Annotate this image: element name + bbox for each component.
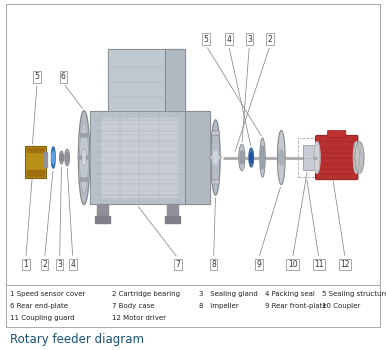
Text: 9 Rear front-plate: 9 Rear front-plate (265, 303, 327, 309)
Polygon shape (240, 151, 244, 164)
Text: 1 Speed sensor cover: 1 Speed sensor cover (10, 292, 85, 298)
Polygon shape (81, 149, 87, 166)
Circle shape (216, 181, 218, 183)
Text: 2: 2 (267, 35, 273, 44)
Text: 6 Rear end-plate: 6 Rear end-plate (10, 303, 68, 309)
Circle shape (84, 178, 88, 182)
Circle shape (213, 132, 215, 134)
Polygon shape (249, 148, 254, 167)
Circle shape (217, 155, 221, 160)
Circle shape (212, 180, 216, 184)
Text: 4: 4 (226, 35, 231, 44)
Polygon shape (211, 120, 220, 195)
FancyBboxPatch shape (6, 286, 380, 327)
Polygon shape (239, 145, 245, 171)
Circle shape (78, 156, 82, 159)
Polygon shape (60, 154, 63, 161)
Polygon shape (314, 142, 320, 173)
Polygon shape (51, 147, 55, 168)
Polygon shape (27, 169, 44, 176)
Text: 7: 7 (176, 260, 180, 269)
Polygon shape (108, 49, 165, 111)
Polygon shape (65, 149, 69, 166)
Circle shape (86, 156, 90, 159)
Text: 4: 4 (70, 260, 75, 269)
Text: 5 Sealing structure foundation: 5 Sealing structure foundation (322, 292, 386, 298)
Circle shape (84, 133, 88, 137)
Text: Rotary feeder diagram: Rotary feeder diagram (10, 333, 144, 346)
Circle shape (213, 181, 215, 183)
Polygon shape (60, 151, 63, 164)
Polygon shape (97, 204, 108, 216)
Circle shape (216, 132, 218, 134)
FancyBboxPatch shape (25, 146, 46, 178)
Circle shape (215, 180, 219, 184)
Text: 2: 2 (42, 260, 47, 269)
Polygon shape (278, 131, 285, 184)
FancyBboxPatch shape (315, 135, 358, 180)
Text: 5: 5 (204, 35, 208, 44)
Circle shape (210, 155, 214, 160)
Text: 7 Body case: 7 Body case (112, 303, 154, 309)
Polygon shape (101, 118, 178, 197)
Text: 6: 6 (61, 72, 66, 81)
Polygon shape (27, 148, 44, 152)
Polygon shape (186, 111, 210, 204)
Polygon shape (250, 152, 253, 163)
Polygon shape (165, 49, 186, 111)
Text: 10 Coupler: 10 Coupler (322, 303, 360, 309)
Circle shape (212, 131, 216, 135)
Text: 11 Coupling guard: 11 Coupling guard (10, 315, 74, 321)
Text: 5: 5 (35, 72, 39, 81)
Polygon shape (355, 142, 364, 173)
FancyBboxPatch shape (327, 131, 346, 138)
Circle shape (80, 178, 84, 182)
Text: 8   Impeller: 8 Impeller (199, 303, 239, 309)
Circle shape (211, 156, 213, 159)
FancyBboxPatch shape (303, 145, 315, 170)
Text: 12: 12 (340, 260, 350, 269)
Text: 3: 3 (57, 260, 62, 269)
Text: 3   Sealing gland: 3 Sealing gland (199, 292, 257, 298)
Text: 2 Cartridge bearing: 2 Cartridge bearing (112, 292, 179, 298)
Text: 8: 8 (211, 260, 216, 269)
Polygon shape (90, 111, 186, 204)
Polygon shape (80, 122, 88, 193)
Polygon shape (261, 146, 264, 169)
Text: 1: 1 (24, 260, 28, 269)
Polygon shape (279, 150, 284, 165)
Polygon shape (167, 204, 178, 216)
Text: 4 Packing seal: 4 Packing seal (265, 292, 315, 298)
Text: 12 Motor driver: 12 Motor driver (112, 315, 166, 321)
Polygon shape (213, 151, 218, 164)
Circle shape (215, 131, 219, 135)
Polygon shape (95, 216, 110, 223)
Polygon shape (66, 152, 69, 163)
Polygon shape (44, 152, 47, 167)
Text: 9: 9 (256, 260, 261, 269)
Polygon shape (260, 138, 265, 177)
Text: 10: 10 (288, 260, 297, 269)
Text: 3: 3 (247, 35, 252, 44)
Circle shape (80, 133, 84, 137)
Polygon shape (354, 142, 359, 173)
Polygon shape (52, 152, 55, 163)
Polygon shape (165, 216, 180, 223)
Text: 11: 11 (314, 260, 323, 269)
Circle shape (218, 156, 220, 159)
Polygon shape (78, 111, 90, 204)
